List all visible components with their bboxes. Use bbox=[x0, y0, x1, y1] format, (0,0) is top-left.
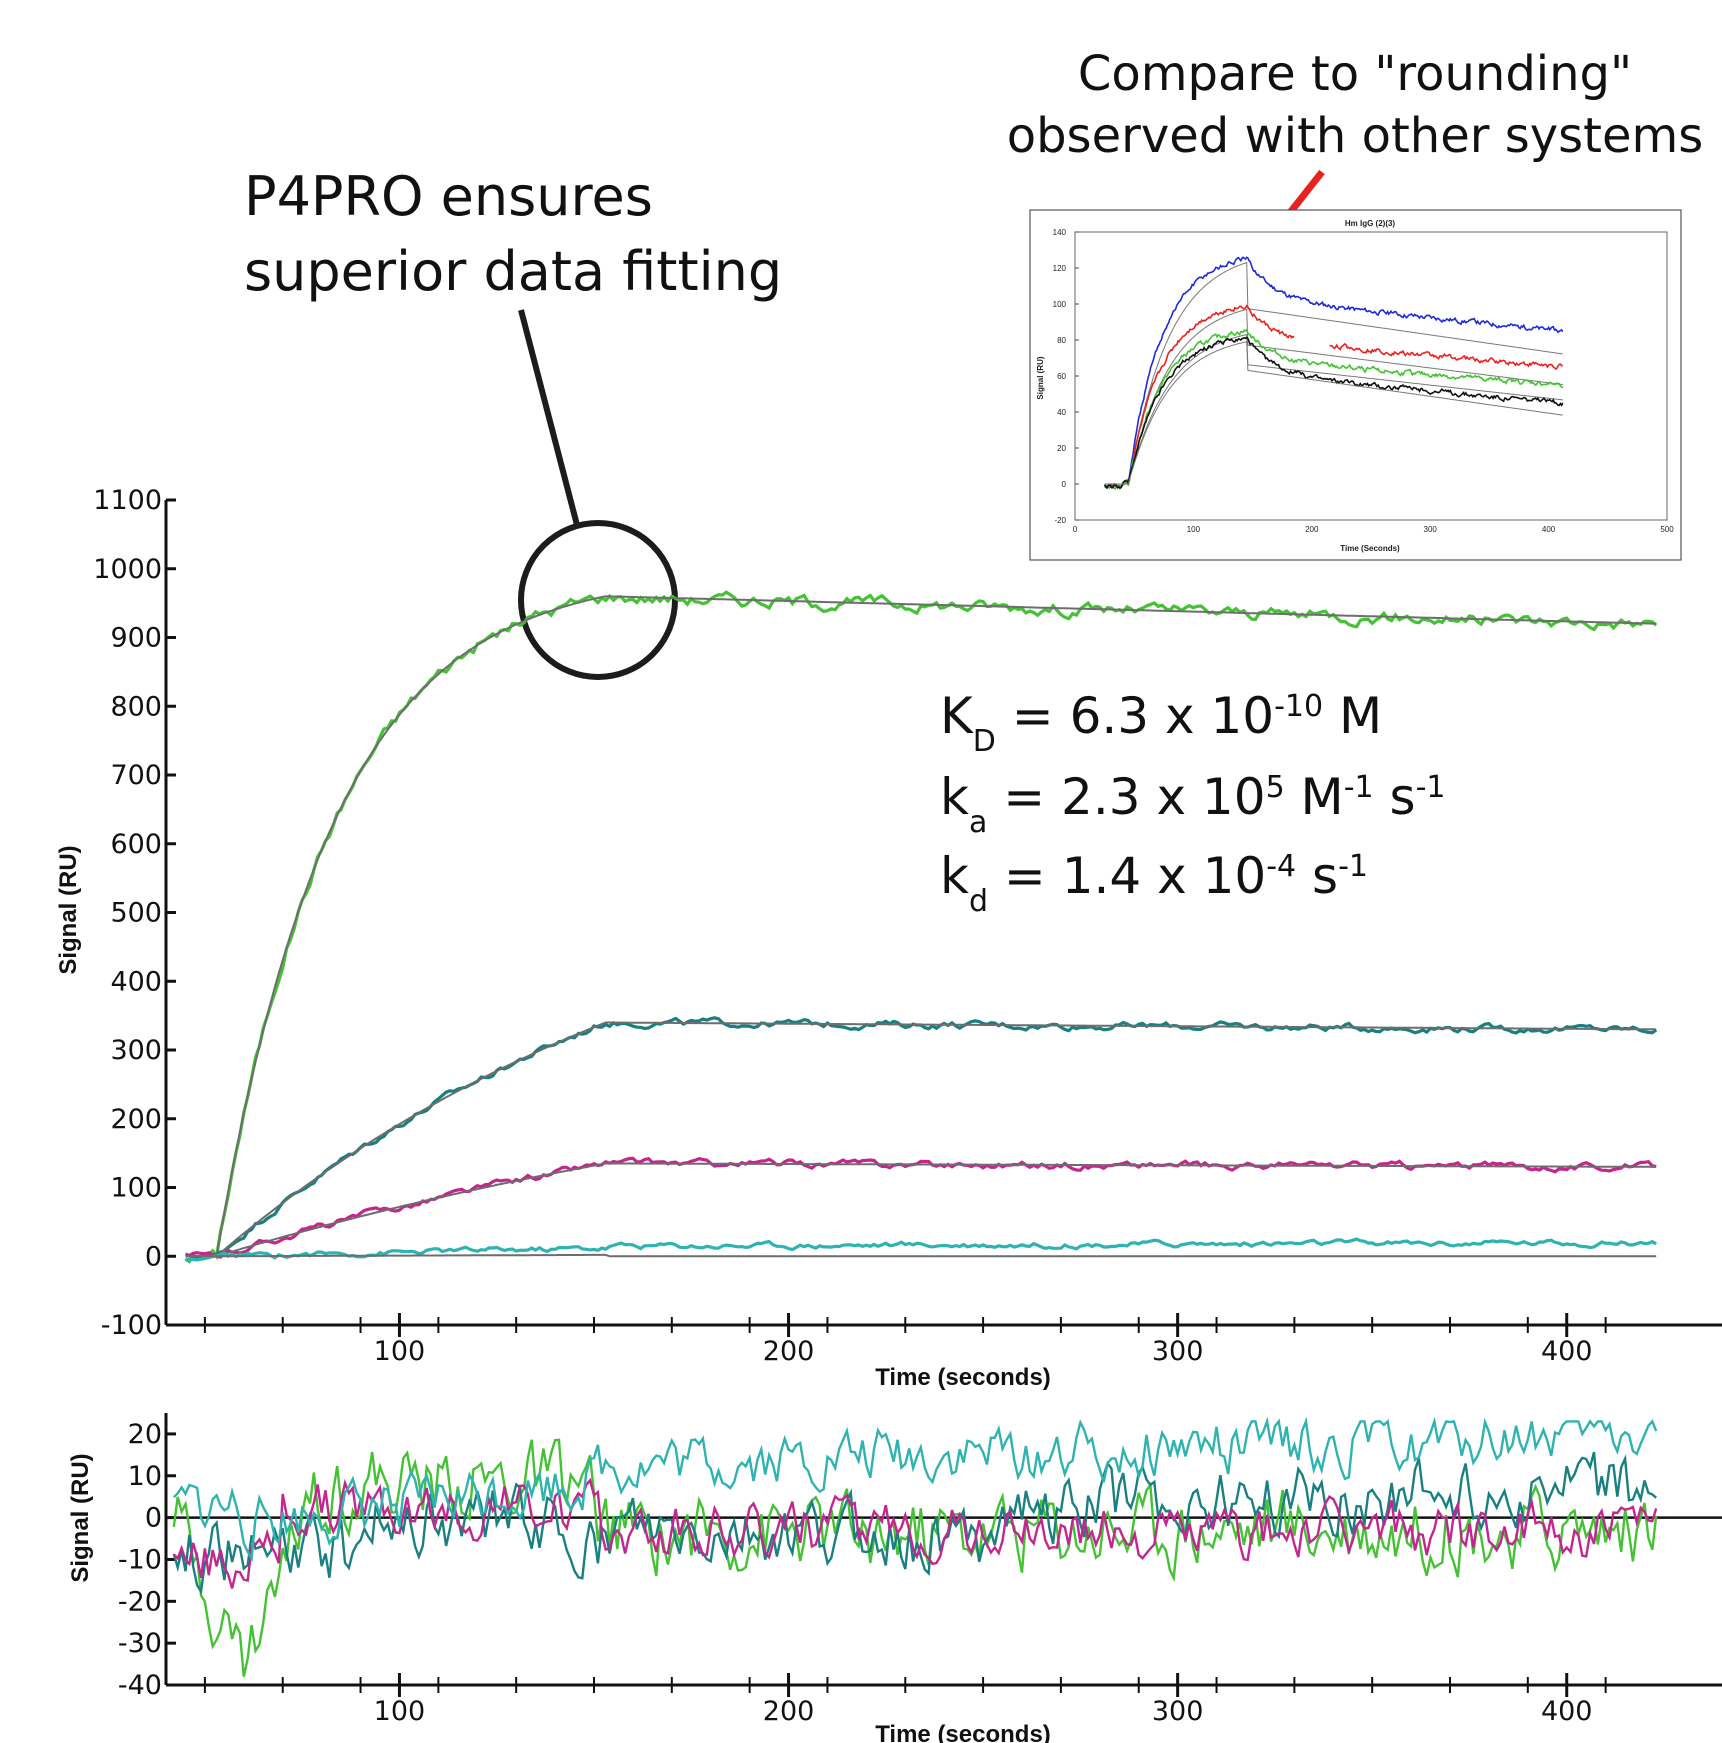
compare-line-1: Compare to "rounding" bbox=[1078, 46, 1632, 102]
main-y-tick-label: 800 bbox=[110, 691, 162, 722]
residuals-x-tick-label: 400 bbox=[1541, 1696, 1593, 1727]
main-y-tick-label: 100 bbox=[110, 1173, 162, 1204]
inset-series-red-part2 bbox=[1329, 342, 1563, 370]
inset-fit-red bbox=[1104, 308, 1563, 485]
residuals-x-tick-label: 100 bbox=[374, 1696, 426, 1727]
main-y-tick-label: 600 bbox=[110, 829, 162, 860]
constant-kd: kd = 1.4 x 10-4 s-1 bbox=[940, 847, 1368, 919]
inset-x-tick-label: 200 bbox=[1305, 525, 1319, 534]
residuals-series-green bbox=[172, 1438, 1658, 1677]
residuals-y-tick-label: -20 bbox=[118, 1586, 162, 1617]
residuals-y-tick-label: -10 bbox=[118, 1544, 162, 1575]
callout-annotation: P4PRO ensures superior data fitting bbox=[244, 165, 782, 680]
main-series-green-fit bbox=[185, 595, 1657, 1258]
inset-series-black bbox=[1103, 336, 1564, 490]
callout-line-1: P4PRO ensures bbox=[244, 165, 653, 228]
main-series-teal-data bbox=[184, 1016, 1658, 1260]
main-y-tick-label: 1000 bbox=[93, 554, 162, 585]
residuals-y-tick-label: -40 bbox=[118, 1670, 162, 1701]
inset-y-tick-label: 60 bbox=[1057, 372, 1066, 381]
main-x-axis-label: Time (seconds) bbox=[875, 1364, 1051, 1391]
main-x-tick-label: 400 bbox=[1541, 1336, 1593, 1367]
residuals-series-cyan bbox=[172, 1416, 1658, 1563]
inset-series-red-part1 bbox=[1104, 304, 1295, 489]
inset-x-tick-label: 0 bbox=[1073, 525, 1078, 534]
main-series-cyan-fit bbox=[185, 1253, 1657, 1258]
inset-y-tick-label: 140 bbox=[1053, 228, 1067, 237]
main-series-teal-fit bbox=[185, 1021, 1657, 1258]
residuals-series-magenta bbox=[172, 1477, 1658, 1589]
main-chart: Time (seconds) Signal (RU) -100 0 100 200 30… bbox=[55, 485, 1722, 1391]
main-series-magenta-fit bbox=[185, 1162, 1657, 1258]
inset-y-tick-label: -20 bbox=[1054, 516, 1066, 525]
inset-fit-black bbox=[1104, 341, 1563, 485]
main-y-tick-label: 500 bbox=[110, 898, 162, 929]
inset-fit-green bbox=[1104, 333, 1563, 485]
inset-series-green bbox=[1104, 328, 1564, 491]
main-y-tick-label: 200 bbox=[110, 1104, 162, 1135]
main-y-tick-label: 700 bbox=[110, 760, 162, 791]
inset-y-axis-label: Signal (RU) bbox=[1036, 356, 1045, 399]
main-y-tick-label: 0 bbox=[145, 1241, 162, 1272]
inset-series-blue bbox=[1104, 256, 1564, 489]
inset-y-tick-label: 100 bbox=[1053, 300, 1067, 309]
inset-x-axis-label: Time (Seconds) bbox=[1340, 544, 1400, 553]
main-y-axis-label: Signal (RU) bbox=[55, 845, 82, 974]
inset-x-tick-label: 500 bbox=[1660, 525, 1674, 534]
inset-fit-blue bbox=[1104, 261, 1563, 485]
inset-y-tick-label: 80 bbox=[1057, 336, 1066, 345]
callout-pointer-line bbox=[518, 309, 580, 526]
main-x-tick-label: 200 bbox=[763, 1336, 815, 1367]
main-y-tick-label: -100 bbox=[101, 1310, 162, 1341]
main-y-tick-label: 400 bbox=[110, 966, 162, 997]
constant-ka: ka = 2.3 x 105 M-1 s-1 bbox=[940, 768, 1446, 840]
residuals-x-axis-label: Time (seconds) bbox=[875, 1721, 1051, 1743]
residuals-chart: Time (seconds) Signal (RU) -40 -30 -20 -10 0… bbox=[67, 1413, 1722, 1743]
inset-y-tick-label: 40 bbox=[1057, 408, 1066, 417]
inset-x-tick-label: 100 bbox=[1187, 525, 1201, 534]
inset-x-tick-label: 400 bbox=[1542, 525, 1556, 534]
main-y-tick-label: 300 bbox=[110, 1035, 162, 1066]
main-series-cyan-data bbox=[184, 1237, 1657, 1263]
kinetic-constants: KD = 6.3 x 10-10 M ka = 2.3 x 105 M-1 s-1… bbox=[940, 687, 1446, 919]
compare-line-2: observed with other systems bbox=[1007, 108, 1704, 164]
residuals-y-tick-label: -30 bbox=[118, 1628, 162, 1659]
inset-title: Hm IgG (2)(3) bbox=[1345, 219, 1396, 228]
inset-y-tick-label: 120 bbox=[1053, 264, 1067, 273]
inset-y-tick-label: 0 bbox=[1062, 480, 1067, 489]
residuals-y-tick-label: 20 bbox=[128, 1419, 162, 1450]
main-x-tick-label: 100 bbox=[374, 1336, 426, 1367]
main-y-tick-label: 1100 bbox=[93, 485, 162, 516]
residuals-x-tick-label: 200 bbox=[763, 1696, 815, 1727]
residuals-y-tick-label: 0 bbox=[145, 1503, 162, 1534]
inset-y-tick-label: 20 bbox=[1057, 444, 1066, 453]
inset-chart: Hm IgG (2)(3) Time (Seconds) Signal (RU)… bbox=[1029, 209, 1682, 561]
callout-line-2: superior data fitting bbox=[244, 240, 782, 303]
residuals-y-tick-label: 10 bbox=[128, 1461, 162, 1492]
residuals-x-tick-label: 300 bbox=[1152, 1696, 1204, 1727]
residuals-y-axis-label: Signal (RU) bbox=[67, 1453, 94, 1582]
constant-KD: KD = 6.3 x 10-10 M bbox=[940, 687, 1382, 759]
compare-annotation: Compare to "rounding" observed with othe… bbox=[1007, 46, 1704, 255]
inset-x-tick-label: 300 bbox=[1424, 525, 1438, 534]
main-y-tick-label: 900 bbox=[110, 623, 162, 654]
main-x-tick-label: 300 bbox=[1152, 1336, 1204, 1367]
callout-circle bbox=[518, 520, 678, 680]
main-series-green-data bbox=[184, 590, 1658, 1264]
